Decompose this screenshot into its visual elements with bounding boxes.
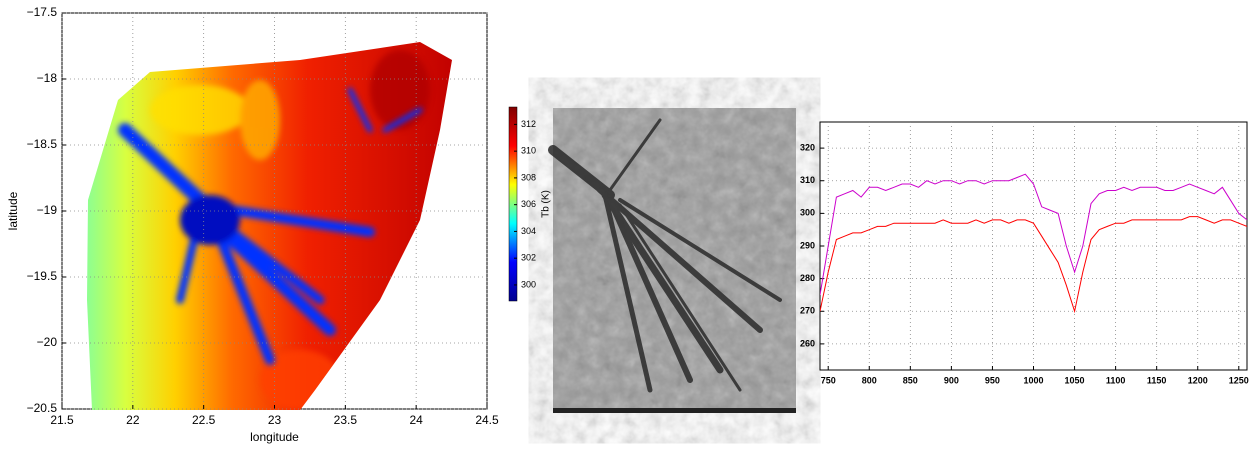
x-tick-label: 800 [862,375,877,385]
colorbar-tick-label: 310 [521,146,536,156]
x-tick-label: 1250 [1229,375,1249,385]
x-tick-label: 24 [409,413,423,427]
colorbar-tick-label: 304 [521,226,536,236]
x-tick-label: 22 [126,413,140,427]
y-tick-label: 320 [800,142,815,152]
x-tick-label: 850 [903,375,918,385]
colorbar-tick-label: 300 [521,279,536,289]
temperature-map [87,42,452,410]
y-tick-label: 270 [800,306,815,316]
colorbar-tick-label: 302 [521,253,536,263]
x-tick-label: 1200 [1188,375,1208,385]
data-line [820,216,1247,314]
x-tick-label: 21.5 [50,413,74,427]
y-tick-label: 260 [800,338,815,348]
y-tick-label: −19 [37,203,58,217]
x-tick-label: 750 [821,375,836,385]
y-tick-label: −19.5 [27,269,58,283]
y-tick-label: 310 [800,175,815,185]
y-tick-label: −18.5 [27,137,58,151]
axes: 21.5 22 22.5 23 23.5 24 24.5 −20.5 −20 −19.5 −19 −1… [27,5,499,427]
x-tick-label: 23 [268,413,282,427]
y-tick-label: 290 [800,240,815,250]
x-axis-label: longitude [250,430,299,444]
colorbar [508,106,518,302]
x-tick-label: 1000 [1023,375,1043,385]
y-tick-label: 300 [800,208,815,218]
colorbar-tick-label: 306 [521,199,536,209]
y-tick-label: −20.5 [27,401,58,415]
x-tick-label: 24.5 [475,413,499,427]
x-tick-label: 23.5 [334,413,358,427]
x-tick-label: 950 [985,375,1000,385]
satellite-image [548,108,796,413]
x-tick-label: 1050 [1065,375,1085,385]
x-tick-label: 1100 [1106,375,1126,385]
colorbar-label: Tb (K) [541,190,552,218]
y-axis-label: latitude [6,191,20,230]
x-tick-label: 1150 [1147,375,1167,385]
axes: 750 800 850 900 950 1000 1050 1100 1150 1200 1250 2… [800,122,1249,385]
colorbar-tick-label: 308 [521,172,536,182]
colorbar-tick-label: 312 [521,119,536,129]
data-line [820,173,1247,295]
x-tick-label: 22.5 [192,413,216,427]
x-tick-label: 900 [944,375,959,385]
y-tick-label: 280 [800,273,815,283]
y-tick-label: −18 [37,71,58,85]
y-tick-label: −17.5 [27,5,58,19]
y-tick-label: −20 [37,335,58,349]
